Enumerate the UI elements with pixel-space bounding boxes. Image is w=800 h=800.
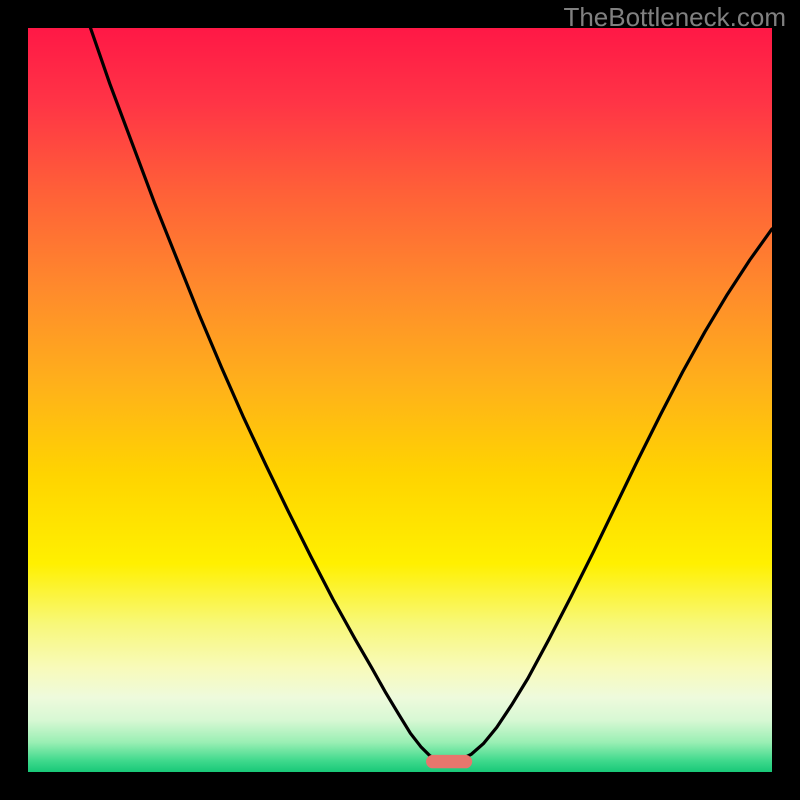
optimal-marker — [426, 755, 472, 768]
chart-container: TheBottleneck.com — [0, 0, 800, 800]
gradient-background — [28, 28, 772, 772]
watermark-text: TheBottleneck.com — [563, 2, 786, 33]
plot-area — [28, 28, 772, 772]
chart-svg — [28, 28, 772, 772]
